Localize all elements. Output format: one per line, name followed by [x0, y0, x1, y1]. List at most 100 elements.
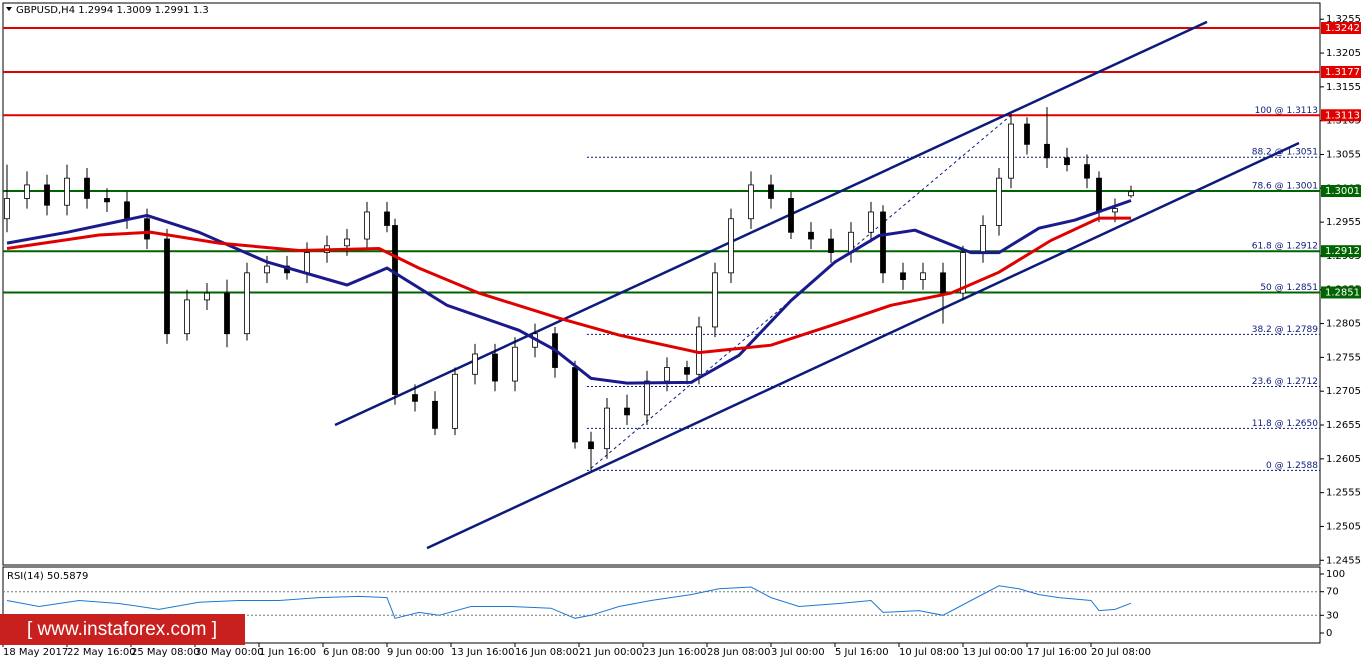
candle-body	[848, 231, 854, 253]
candle-body	[184, 299, 190, 335]
moving-average	[6, 199, 1132, 385]
candle-body	[1008, 123, 1014, 179]
fib-label: 38.2 @ 1.2789	[1252, 325, 1319, 335]
rsi-line	[6, 585, 1132, 619]
candle-body	[1112, 208, 1118, 213]
y-tick-label: 1.2655	[1326, 420, 1361, 431]
candle-body	[624, 407, 630, 416]
candle-body	[868, 211, 874, 233]
header-close: 1.3	[193, 5, 209, 16]
x-tick-label: 21 Jun 00:00	[579, 647, 643, 658]
candle-body	[1064, 157, 1070, 166]
candle-body	[412, 394, 418, 402]
candle-body	[588, 441, 594, 450]
candle-body	[828, 238, 834, 253]
fib-label: 100 @ 1.3113	[1255, 106, 1318, 116]
candle-body	[748, 184, 754, 220]
candle-body	[104, 198, 110, 203]
candle-body	[452, 373, 458, 429]
rsi-header: RSI(14) 50.5879	[7, 571, 88, 582]
level-label: 1.2851	[1325, 287, 1360, 298]
candle-body	[728, 218, 734, 274]
moving-average	[6, 216, 1131, 355]
x-tick-label: 18 May 2017	[3, 647, 68, 658]
level-box	[1321, 65, 1361, 78]
header-arrow	[6, 7, 12, 11]
x-tick-label: 25 May 08:00	[131, 647, 200, 658]
candle-body	[664, 367, 670, 382]
x-tick-label: 23 Jun 16:00	[643, 647, 707, 658]
candle-body	[920, 272, 926, 281]
header: GBPUSD,H4 1.2994 1.3009 1.2991 1.3	[16, 5, 209, 16]
candle-body	[144, 218, 150, 240]
fib-label: 0 @ 1.2588	[1266, 461, 1318, 471]
candle-body	[264, 265, 270, 274]
rsi-tick-label: 30	[1326, 610, 1339, 621]
level-label: 1.3242	[1325, 23, 1360, 34]
fib-diagonal	[590, 114, 1012, 469]
level-label: 1.3177	[1325, 67, 1360, 78]
header-open: 1.2994	[78, 5, 113, 16]
rsi-name: RSI(14)	[7, 571, 44, 582]
rsi-value: 50.5879	[47, 571, 88, 582]
level-box	[1321, 185, 1361, 198]
trend-line	[426, 141, 1300, 550]
candle-body	[4, 198, 10, 220]
fib-label: 61.8 @ 1.2912	[1252, 242, 1318, 252]
candle-body	[304, 252, 310, 274]
rsi-tick-label: 0	[1326, 628, 1332, 639]
rsi-tick-label: 70	[1326, 587, 1339, 598]
symbol: GBPUSD,H4	[16, 5, 75, 16]
fib-label: 11.8 @ 1.2650	[1252, 419, 1319, 429]
candle-body	[880, 211, 886, 274]
trend-line	[334, 20, 1208, 427]
candle-body	[1096, 177, 1102, 213]
y-tick-label: 1.2505	[1326, 521, 1361, 532]
x-tick-label: 16 Jun 08:00	[515, 647, 579, 658]
level-label: 1.3113	[1325, 110, 1360, 121]
y-tick-label: 1.2705	[1326, 386, 1361, 397]
level-box	[1321, 286, 1361, 299]
candle-body	[244, 272, 250, 335]
candle-body	[1044, 143, 1050, 159]
candle-body	[124, 201, 130, 220]
watermark-text: [ www.instaforex.com ]	[27, 619, 217, 640]
y-tick-label: 1.2605	[1326, 454, 1361, 465]
y-tick-label: 1.3255	[1326, 14, 1361, 25]
x-tick-label: 20 Jul 08:00	[1091, 647, 1151, 658]
x-tick-label: 5 Jul 16:00	[835, 647, 889, 658]
x-tick-label: 3 Jul 00:00	[771, 647, 825, 658]
candle-body	[696, 326, 702, 375]
x-tick-label: 13 Jun 16:00	[451, 647, 515, 658]
level-box	[1321, 245, 1361, 258]
rsi-tick-label: 100	[1326, 569, 1345, 580]
rsi-panel	[2, 566, 1321, 644]
candle-body	[1128, 191, 1134, 197]
candle-body	[44, 184, 50, 206]
y-tick-label: 1.2955	[1326, 217, 1361, 228]
candle-body	[900, 272, 906, 281]
candle-body	[384, 211, 390, 226]
candle-body	[712, 272, 718, 328]
fib-label: 23.6 @ 1.2712	[1252, 377, 1318, 387]
candle-body	[684, 367, 690, 375]
x-tick-label: 30 May 00:00	[195, 647, 264, 658]
level-box	[1321, 22, 1361, 35]
candle-body	[164, 238, 170, 335]
candle-body	[24, 184, 30, 199]
candle-body	[364, 211, 370, 240]
candle-body	[64, 177, 70, 206]
y-tick-label: 1.3055	[1326, 149, 1361, 160]
x-tick-label: 10 Jul 08:00	[899, 647, 959, 658]
candle-body	[604, 407, 610, 450]
level-label: 1.2912	[1325, 246, 1360, 257]
candle-body	[472, 353, 478, 375]
x-tick-label: 6 Jun 08:00	[323, 647, 380, 658]
x-tick-label: 28 Jun 08:00	[707, 647, 771, 658]
candle-body	[84, 177, 90, 199]
candle-body	[344, 238, 350, 247]
level-label: 1.3001	[1325, 186, 1360, 197]
candle-body	[204, 292, 210, 301]
